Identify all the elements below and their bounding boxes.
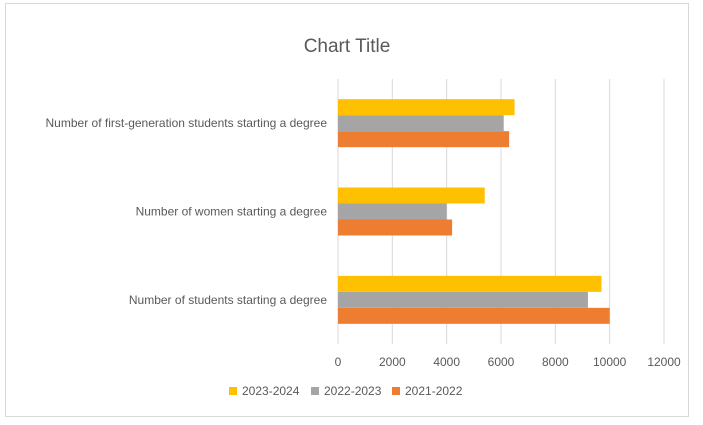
legend-label: 2021-2022 (405, 384, 463, 398)
bar (338, 187, 485, 204)
legend-label: 2023-2024 (242, 384, 300, 398)
bar (338, 307, 610, 324)
legend: 2023-2024 2022-2023 2021-2022 (229, 384, 463, 398)
x-tick-label: 0 (335, 355, 342, 369)
legend-label: 2022-2023 (324, 384, 382, 398)
x-tick-label: 12000 (647, 355, 681, 369)
bar (338, 291, 588, 308)
x-axis-ticks: 0 2000 4000 6000 8000 10000 12000 (335, 355, 681, 369)
category-label: Number of students starting a degree (129, 293, 327, 307)
x-tick-label: 4000 (433, 355, 460, 369)
legend-swatch (229, 387, 237, 395)
legend-swatch (311, 387, 319, 395)
category-label: Number of women starting a degree (136, 205, 328, 219)
x-tick-label: 8000 (542, 355, 569, 369)
x-tick-label: 2000 (379, 355, 406, 369)
bar (338, 203, 447, 220)
legend-swatch (392, 387, 400, 395)
bars (338, 99, 610, 324)
x-tick-label: 6000 (488, 355, 515, 369)
chart-title: Chart Title (304, 36, 391, 57)
bar (338, 131, 510, 148)
bar (338, 275, 602, 292)
category-label: Number of first-generation students star… (46, 116, 328, 130)
bar (338, 219, 453, 236)
bar (338, 99, 515, 116)
category-labels: Number of students starting a degree Numb… (46, 116, 328, 307)
bar (338, 115, 504, 132)
x-tick-label: 10000 (593, 355, 627, 369)
